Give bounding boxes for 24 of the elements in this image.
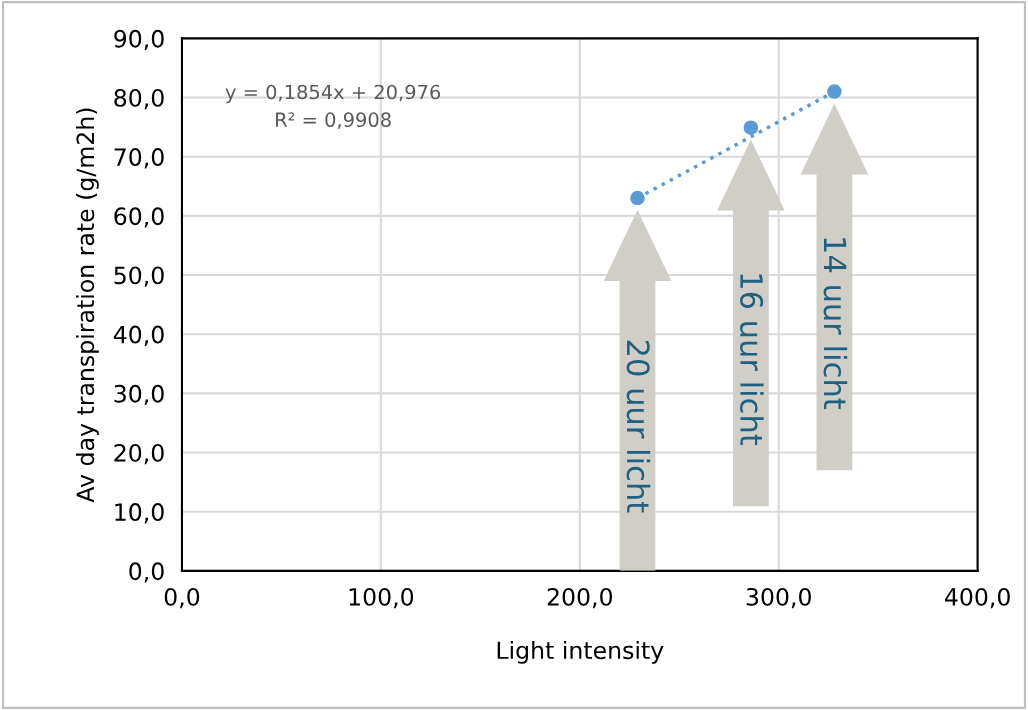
- y-axis-title: Av day transpiration rate (g/m2h): [75, 108, 99, 503]
- annotation: y = 0,1854x + 20,976 R² = 0,9908: [225, 84, 441, 130]
- x-tick-label: 0,0: [164, 587, 200, 609]
- x-axis-title: Light intensity: [497, 640, 664, 664]
- point: [743, 120, 759, 135]
- annotation: 16 uur licht: [740, 274, 764, 446]
- y-tick-label: 10,0: [115, 503, 164, 524]
- annotation: 20 uur licht: [626, 340, 651, 513]
- point: [630, 190, 645, 206]
- y-tick-label: 40,0: [113, 325, 164, 346]
- annotation: 14 uur licht: [823, 238, 848, 409]
- x-tick-label: 400,0: [944, 587, 1010, 609]
- x-tick-label: 300,0: [746, 587, 811, 609]
- x-tick-label: 100,0: [349, 587, 414, 609]
- y-tick-label: 80,0: [114, 88, 164, 110]
- y-tick-label: 60,0: [114, 207, 164, 228]
- point: [827, 84, 842, 99]
- y-tick-label: 0,0: [129, 562, 164, 583]
- y-tick-label: 30,0: [114, 384, 164, 406]
- y-tick-label: 20,0: [114, 443, 164, 465]
- y-tick-label: 90,0: [114, 29, 164, 51]
- y-tick-label: 70,0: [114, 148, 164, 169]
- y-tick-label: 50,0: [114, 266, 164, 287]
- x-tick-label: 200,0: [547, 587, 613, 609]
